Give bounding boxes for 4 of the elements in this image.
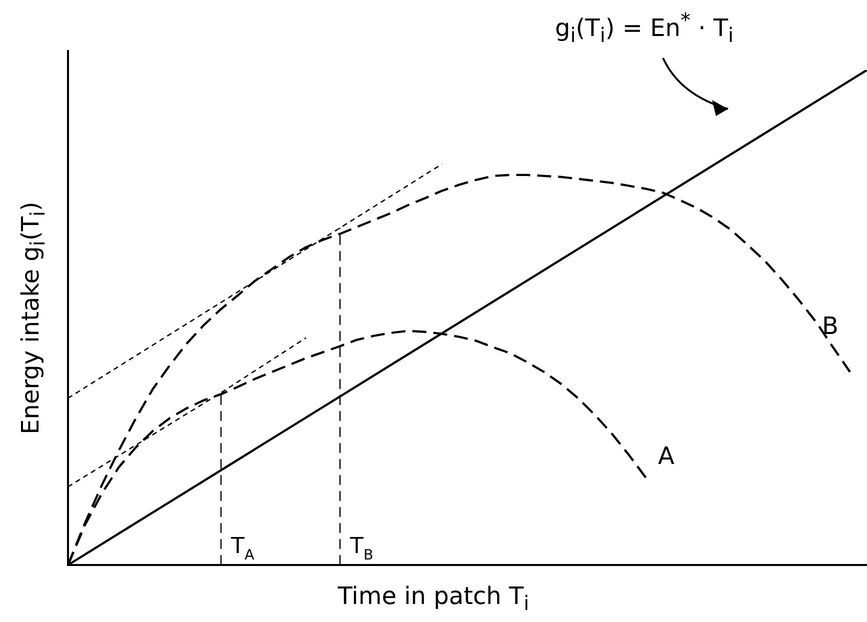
x-axis-title: Time in patch T$_{i}$: [336, 582, 530, 615]
series-label: B: [822, 312, 838, 340]
text: g$_{i}$(T$_{i}$) = En$^{*}$ · T$_{i}$: [555, 8, 734, 47]
series-label: A: [658, 442, 675, 470]
